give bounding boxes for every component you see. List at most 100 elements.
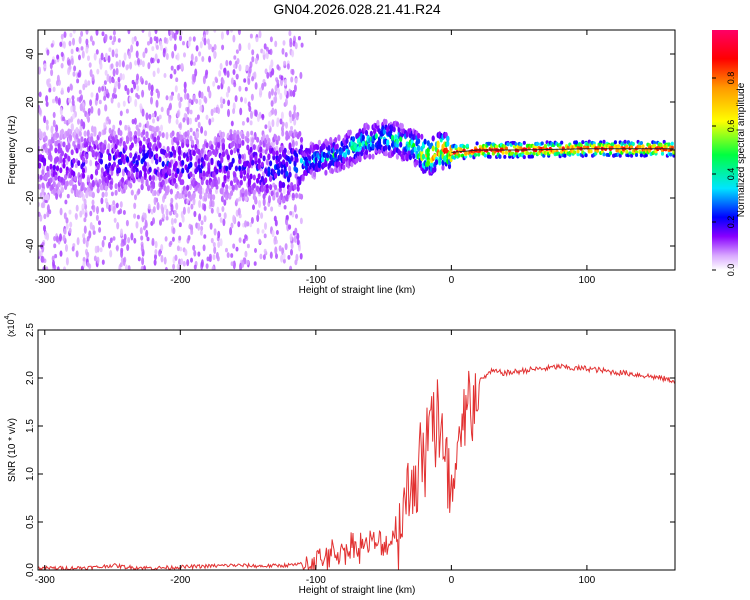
- noise-cell: [103, 122, 107, 129]
- spectral-cell: [269, 175, 273, 182]
- noise-cell: [209, 192, 213, 201]
- spectral-cell: [192, 192, 196, 199]
- noise-cell: [133, 237, 137, 244]
- spectral-cell: [316, 144, 320, 151]
- noise-cell: [100, 52, 104, 61]
- noise-cell: [109, 249, 113, 258]
- spectral-cell: [81, 156, 86, 163]
- spectral-cell: [132, 177, 136, 184]
- spectral-cell: [142, 129, 146, 136]
- noise-cell: [288, 110, 292, 118]
- noise-cell: [163, 36, 167, 44]
- spectral-cell: [386, 139, 390, 146]
- noise-cell: [254, 247, 257, 254]
- noise-cell: [213, 107, 217, 113]
- spectral-cell: [220, 188, 224, 195]
- noise-cell: [238, 196, 242, 202]
- noise-cell: [271, 67, 275, 76]
- noise-cell: [186, 106, 190, 115]
- noise-cell: [154, 175, 158, 182]
- spectral-cell: [247, 180, 251, 187]
- spectral-cell: [413, 146, 417, 153]
- noise-cell: [187, 234, 191, 241]
- spectral-cell: [212, 149, 216, 155]
- noise-cell: [169, 35, 173, 41]
- noise-cell: [219, 62, 223, 70]
- spectral-cell: [639, 153, 644, 158]
- spectrogram-x-label: Height of straight line (km): [299, 285, 416, 296]
- noise-cell: [250, 130, 254, 136]
- noise-cell: [105, 201, 109, 210]
- noise-cell: [253, 71, 257, 80]
- spectral-cell: [241, 139, 245, 146]
- noise-cell: [141, 89, 145, 98]
- spectral-cell: [103, 144, 107, 151]
- spectral-cell: [114, 183, 118, 190]
- noise-cell: [54, 253, 58, 259]
- spectral-cell: [540, 141, 544, 146]
- spectral-cell: [49, 144, 53, 150]
- noise-cell: [122, 209, 126, 216]
- noise-cell: [52, 98, 55, 104]
- spectral-cell: [420, 133, 424, 140]
- spectral-cell: [358, 141, 362, 148]
- noise-cell: [91, 199, 95, 206]
- spectral-cell: [215, 168, 219, 175]
- noise-cell: [59, 250, 63, 257]
- noise-cell: [296, 239, 300, 246]
- spectral-cell: [563, 153, 567, 158]
- spectral-cell: [52, 181, 56, 188]
- noise-cell: [239, 107, 243, 116]
- noise-cell: [225, 59, 229, 67]
- spectral-cell: [249, 146, 253, 153]
- noise-cell: [249, 221, 253, 228]
- noise-cell: [90, 92, 94, 98]
- noise-cell: [253, 261, 257, 266]
- noise-cell: [42, 200, 46, 209]
- noise-cell: [197, 251, 201, 257]
- spectral-cell: [229, 180, 234, 187]
- noise-cell: [55, 192, 59, 200]
- noise-cell: [217, 107, 221, 115]
- spectral-cell: [67, 142, 71, 149]
- noise-cell: [169, 210, 173, 216]
- noise-cell: [147, 62, 151, 70]
- noise-cell: [85, 46, 89, 54]
- noise-cell: [223, 212, 227, 220]
- noise-cell: [220, 31, 224, 40]
- noise-cell: [228, 60, 232, 66]
- spectral-cell: [295, 156, 299, 163]
- noise-cell: [143, 265, 146, 270]
- noise-cell: [244, 97, 247, 104]
- noise-cell: [246, 117, 250, 123]
- spectral-cell: [308, 155, 312, 162]
- noise-cell: [246, 243, 250, 249]
- colorbar-tick-label: 0.2: [726, 216, 736, 229]
- spectral-cell: [361, 134, 365, 141]
- spectral-cell: [630, 153, 634, 158]
- spectral-cell: [262, 155, 266, 162]
- noise-cell: [250, 216, 254, 224]
- spectral-cell: [151, 175, 156, 181]
- noise-cell: [287, 255, 291, 260]
- noise-cell: [270, 88, 274, 96]
- noise-cell: [93, 255, 97, 262]
- noise-cell: [142, 212, 146, 218]
- noise-cell: [162, 47, 166, 54]
- noise-cell: [165, 53, 169, 60]
- spectral-cell: [348, 129, 352, 136]
- noise-cell: [230, 253, 234, 258]
- noise-cell: [110, 97, 114, 104]
- noise-cell: [203, 95, 207, 103]
- spectral-cell: [259, 146, 263, 153]
- spectral-cell: [501, 150, 505, 155]
- spectral-cell: [535, 142, 539, 147]
- spectral-cell: [137, 154, 141, 161]
- spectral-cell: [108, 155, 112, 162]
- spectral-cell: [225, 165, 229, 172]
- spectral-cell: [114, 134, 118, 141]
- spectral-cell: [103, 128, 107, 135]
- noise-cell: [249, 33, 253, 39]
- noise-cell: [181, 215, 185, 223]
- noise-cell: [62, 41, 66, 49]
